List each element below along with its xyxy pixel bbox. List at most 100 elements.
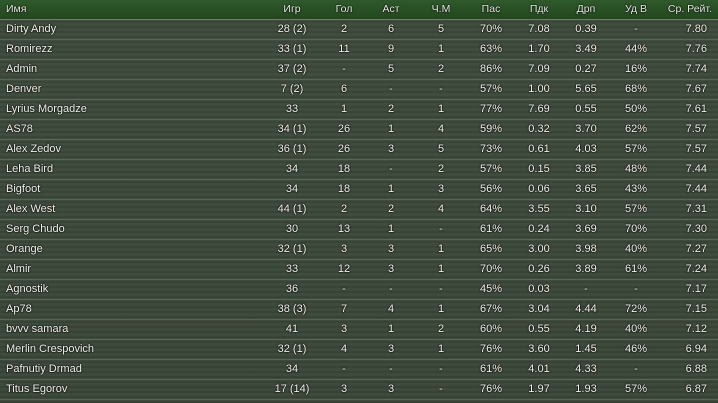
cell-motm: - xyxy=(439,83,443,95)
column-header-dribbles[interactable]: Дрп xyxy=(576,3,596,15)
cell-shots-on-target: 57% xyxy=(624,143,648,155)
table-row[interactable]: Bigfoot 34 18 1 3 56% 0.06 3.65 43% 7.44 xyxy=(0,180,718,200)
cell-tackles: 0.24 xyxy=(528,223,550,235)
table-row[interactable]: Dirty Andy 28 (2) 2 6 5 70% 7.08 0.39 - 7.80 xyxy=(0,20,718,40)
cell-assists: 1 xyxy=(387,123,395,135)
table-row[interactable]: Titus Egorov 17 (14) 3 3 - 76% 1.97 1.93 57% 6.87 xyxy=(0,380,718,400)
table-row[interactable]: Pafnutiy Drmad 34 - - - 61% 4.01 4.33 - 6.88 xyxy=(0,360,718,380)
cell-shots-on-target: 46% xyxy=(624,343,648,355)
cell-games: 37 (2) xyxy=(277,63,307,75)
cell-games: 34 (1) xyxy=(277,123,307,135)
table-row[interactable]: Denver 7 (2) 6 - - 57% 1.00 5.65 68% 7.67 xyxy=(0,80,718,100)
column-header-goals[interactable]: Гол xyxy=(335,3,353,15)
table-row[interactable]: Almir 33 12 3 1 70% 0.26 3.89 61% 7.24 xyxy=(0,260,718,280)
cell-name: Ap78 xyxy=(6,303,32,315)
cell-assists: 3 xyxy=(387,243,395,255)
table-row[interactable]: Agnostik 36 - - - 45% 0.03 - - 7.17 xyxy=(0,280,718,300)
cell-name: Admin xyxy=(6,63,38,75)
cell-name: Merlin Crespovich xyxy=(6,343,95,355)
cell-goals: 12 xyxy=(337,263,351,275)
cell-goals: 4 xyxy=(340,343,348,355)
table-row[interactable]: Serg Chudo 30 13 1 - 61% 0.24 3.69 70% 7.30 xyxy=(0,220,718,240)
cell-motm: 4 xyxy=(437,123,445,135)
table-row[interactable]: Alex West 44 (1) 2 2 4 64% 3.55 3.10 57% 7.31 xyxy=(0,200,718,220)
column-header-tackles[interactable]: Пдк xyxy=(529,3,549,15)
table-row[interactable]: bvvv samara 41 3 1 2 60% 0.55 4.19 40% 7.12 xyxy=(0,320,718,340)
cell-assists: 2 xyxy=(387,103,395,115)
cell-name: Lyrius Morgadze xyxy=(6,103,87,115)
cell-tackles: 0.32 xyxy=(528,123,550,135)
table-row[interactable]: Leha Bird 34 18 - 2 57% 0.15 3.85 48% 7.44 xyxy=(0,160,718,180)
cell-assists: 1 xyxy=(387,183,395,195)
cell-shots-on-target: 43% xyxy=(624,183,648,195)
cell-games: 44 (1) xyxy=(277,203,307,215)
cell-dribbles: 1.93 xyxy=(575,383,597,395)
cell-avg-rating: 7.30 xyxy=(685,223,707,235)
cell-goals: 18 xyxy=(337,163,351,175)
cell-games: 33 xyxy=(285,103,299,115)
cell-goals: 18 xyxy=(337,183,351,195)
cell-assists: - xyxy=(389,83,393,95)
table-row[interactable]: Orange 32 (1) 3 3 1 65% 3.00 3.98 40% 7.27 xyxy=(0,240,718,260)
cell-tackles: 3.00 xyxy=(528,243,550,255)
cell-assists: 5 xyxy=(387,63,395,75)
cell-shots-on-target: - xyxy=(634,283,638,295)
cell-goals: 26 xyxy=(337,143,351,155)
cell-assists: 9 xyxy=(387,43,395,55)
cell-tackles: 1.97 xyxy=(528,383,550,395)
cell-dribbles: 3.85 xyxy=(575,163,597,175)
cell-goals: 6 xyxy=(340,83,348,95)
table-row[interactable]: Admin 37 (2) - 5 2 86% 7.09 0.27 16% 7.74 xyxy=(0,60,718,80)
cell-pass: 70% xyxy=(479,23,503,35)
cell-assists: 4 xyxy=(387,303,395,315)
column-header-avg-rating[interactable]: Ср. Рейт. xyxy=(667,3,712,15)
cell-name: Almir xyxy=(6,263,32,275)
cell-games: 32 (1) xyxy=(277,343,307,355)
cell-goals: 3 xyxy=(340,323,348,335)
cell-avg-rating: 7.31 xyxy=(685,203,707,215)
cell-motm: 3 xyxy=(437,183,445,195)
cell-goals: 1 xyxy=(340,103,348,115)
cell-goals: 3 xyxy=(340,243,348,255)
cell-avg-rating: 7.17 xyxy=(685,283,707,295)
cell-games: 17 (14) xyxy=(274,383,310,395)
cell-dribbles: - xyxy=(584,283,588,295)
cell-games: 28 (2) xyxy=(277,23,307,35)
column-header-pass[interactable]: Пас xyxy=(481,3,501,15)
cell-assists: 6 xyxy=(387,23,395,35)
cell-games: 34 xyxy=(285,163,299,175)
column-header-assists[interactable]: Аст xyxy=(382,3,400,15)
cell-dribbles: 4.19 xyxy=(575,323,597,335)
table-row[interactable]: Merlin Crespovich 32 (1) 4 3 1 76% 3.60 1.45 46%… xyxy=(0,340,718,360)
table-row[interactable]: Lyrius Morgadze 33 1 2 1 77% 7.69 0.55 50% 7.61 xyxy=(0,100,718,120)
cell-avg-rating: 6.94 xyxy=(685,343,707,355)
cell-tackles: 0.61 xyxy=(528,143,550,155)
cell-name: bvvv samara xyxy=(6,323,69,335)
cell-tackles: 0.26 xyxy=(528,263,550,275)
column-header-shots-on-target[interactable]: Уд В xyxy=(625,3,647,15)
cell-avg-rating: 7.74 xyxy=(685,63,707,75)
cell-dribbles: 3.10 xyxy=(575,203,597,215)
cell-pass: 56% xyxy=(479,183,503,195)
cell-name: Dirty Andy xyxy=(6,23,57,35)
cell-name: Denver xyxy=(6,83,42,95)
table-row[interactable]: Ap78 38 (3) 7 4 1 67% 3.04 4.44 72% 7.15 xyxy=(0,300,718,320)
cell-goals: 7 xyxy=(340,303,348,315)
column-header-games[interactable]: Игр xyxy=(283,3,301,15)
cell-assists: - xyxy=(389,363,393,375)
cell-shots-on-target: 16% xyxy=(624,63,648,75)
cell-shots-on-target: 40% xyxy=(624,243,648,255)
cell-games: 36 xyxy=(285,283,299,295)
cell-pass: 67% xyxy=(479,303,503,315)
table-row[interactable]: Alex Zedov 36 (1) 26 3 5 73% 0.61 4.03 57% 7.57 xyxy=(0,140,718,160)
column-header-name[interactable]: Имя xyxy=(6,3,27,15)
table-row[interactable]: Romirezz 33 (1) 11 9 1 63% 1.70 3.49 44% 7.76 xyxy=(0,40,718,60)
column-header-motm[interactable]: Ч.М xyxy=(431,3,451,15)
cell-avg-rating: 7.61 xyxy=(685,103,707,115)
cell-goals: 2 xyxy=(340,203,348,215)
cell-avg-rating: 7.27 xyxy=(685,243,707,255)
cell-motm: 1 xyxy=(437,43,445,55)
table-row[interactable]: AS78 34 (1) 26 1 4 59% 0.32 3.70 62% 7.57 xyxy=(0,120,718,140)
cell-motm: 1 xyxy=(437,103,445,115)
